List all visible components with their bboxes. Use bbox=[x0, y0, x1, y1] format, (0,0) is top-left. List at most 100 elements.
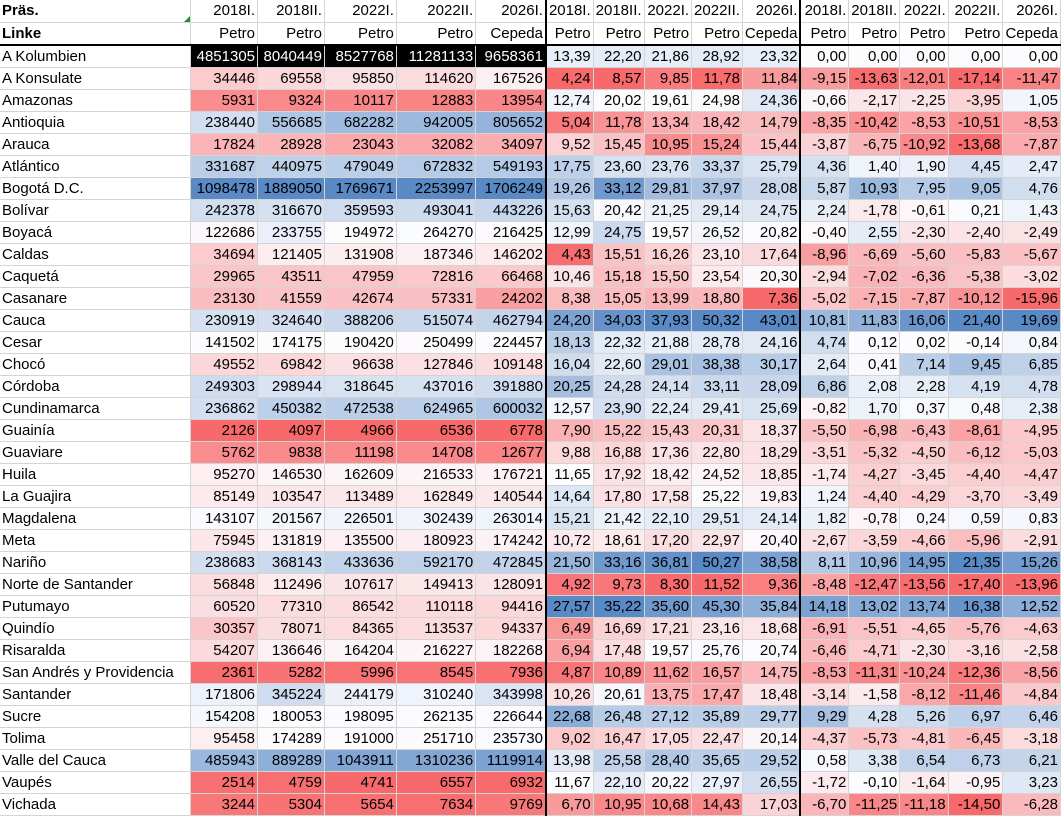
cell-abs[interactable]: 122686 bbox=[190, 221, 259, 244]
cell-abs[interactable]: 146202 bbox=[475, 243, 547, 266]
cell-pct[interactable]: 19,57 bbox=[644, 221, 693, 244]
cell-diff[interactable]: 0,48 bbox=[948, 397, 1004, 420]
cell-abs[interactable]: 2126 bbox=[190, 419, 259, 442]
cell-diff[interactable]: 2,08 bbox=[848, 375, 901, 398]
cell-pct[interactable]: 35,22 bbox=[593, 595, 645, 618]
cell-diff[interactable]: 14,95 bbox=[899, 551, 949, 574]
cell-abs[interactable]: 146530 bbox=[257, 463, 325, 486]
cell-pct[interactable]: 18,61 bbox=[593, 529, 645, 552]
cell-diff[interactable]: -2,40 bbox=[948, 221, 1004, 244]
cell-abs[interactable]: 176721 bbox=[475, 463, 547, 486]
cell-abs[interactable]: 216533 bbox=[396, 463, 477, 486]
cell-pct[interactable]: 24,36 bbox=[742, 89, 802, 112]
cell-abs[interactable]: 345224 bbox=[257, 683, 325, 706]
cell-diff[interactable]: -11,47 bbox=[1002, 67, 1061, 90]
cell-diff[interactable]: -4,65 bbox=[899, 617, 949, 640]
cell-abs[interactable]: 109148 bbox=[475, 353, 547, 376]
cell-pct[interactable]: 11,78 bbox=[691, 67, 743, 90]
header-candidate-14[interactable]: Cepeda bbox=[1002, 22, 1061, 46]
row-name[interactable]: Casanare bbox=[0, 287, 192, 310]
cell-diff[interactable]: -2,58 bbox=[1002, 639, 1061, 662]
cell-pct[interactable]: 14,79 bbox=[742, 111, 802, 134]
cell-diff[interactable]: -15,96 bbox=[1002, 287, 1061, 310]
cell-abs[interactable]: 230919 bbox=[190, 309, 259, 332]
cell-pct[interactable]: 16,69 bbox=[593, 617, 645, 640]
cell-pct[interactable]: 13,75 bbox=[644, 683, 693, 706]
header-candidate-8[interactable]: Petro bbox=[691, 22, 743, 46]
cell-abs[interactable]: 236862 bbox=[190, 397, 259, 420]
cell-diff[interactable]: 3,23 bbox=[1002, 771, 1061, 794]
cell-abs[interactable]: 182268 bbox=[475, 639, 547, 662]
cell-abs[interactable]: 9769 bbox=[475, 793, 547, 816]
cell-pct[interactable]: 28,40 bbox=[644, 749, 693, 772]
cell-pct[interactable]: 26,48 bbox=[593, 705, 645, 728]
cell-pct[interactable]: 37,93 bbox=[644, 309, 693, 332]
cell-abs[interactable]: 6932 bbox=[475, 771, 547, 794]
cell-pct[interactable]: 33,37 bbox=[691, 155, 743, 178]
header-election-5[interactable]: 2018I. bbox=[545, 0, 594, 23]
cell-abs[interactable]: 12677 bbox=[475, 441, 547, 464]
row-name[interactable]: Cesar bbox=[0, 331, 192, 354]
cell-pct[interactable]: 33,16 bbox=[593, 551, 645, 574]
cell-diff[interactable]: -5,32 bbox=[848, 441, 901, 464]
cell-abs[interactable]: 359593 bbox=[324, 199, 397, 222]
cell-pct[interactable]: 9,88 bbox=[545, 441, 594, 464]
cell-pct[interactable]: 26,55 bbox=[742, 771, 802, 794]
cell-diff[interactable]: 13,74 bbox=[899, 595, 949, 618]
header-election-12[interactable]: 2022I. bbox=[899, 0, 949, 23]
cell-diff[interactable]: -4,71 bbox=[848, 639, 901, 662]
cell-abs[interactable]: 8545 bbox=[396, 661, 477, 684]
cell-abs[interactable]: 24202 bbox=[475, 287, 547, 310]
cell-abs[interactable]: 1310236 bbox=[396, 749, 477, 772]
cell-abs[interactable]: 391880 bbox=[475, 375, 547, 398]
cell-diff[interactable]: -5,96 bbox=[948, 529, 1004, 552]
cell-abs[interactable]: 34097 bbox=[475, 133, 547, 156]
cell-diff[interactable]: -8,12 bbox=[899, 683, 949, 706]
cell-abs[interactable]: 238440 bbox=[190, 111, 259, 134]
cell-abs[interactable]: 201567 bbox=[257, 507, 325, 530]
cell-diff[interactable]: 6,73 bbox=[948, 749, 1004, 772]
header-election-14[interactable]: 2026I. bbox=[1002, 0, 1061, 23]
cell-abs[interactable]: 549193 bbox=[475, 155, 547, 178]
cell-abs[interactable]: 889289 bbox=[257, 749, 325, 772]
row-name[interactable]: San Andrés y Providencia bbox=[0, 661, 192, 684]
header-candidate-11[interactable]: Petro bbox=[848, 22, 901, 46]
cell-diff[interactable]: 1,90 bbox=[899, 155, 949, 178]
cell-pct[interactable]: 6,49 bbox=[545, 617, 594, 640]
cell-abs[interactable]: 216227 bbox=[396, 639, 477, 662]
cell-diff[interactable]: -2,25 bbox=[899, 89, 949, 112]
cell-diff[interactable]: -6,36 bbox=[899, 265, 949, 288]
cell-abs[interactable]: 233755 bbox=[257, 221, 325, 244]
cell-pct[interactable]: 25,22 bbox=[691, 485, 743, 508]
cell-pct[interactable]: 23,54 bbox=[691, 265, 743, 288]
cell-pct[interactable]: 43,01 bbox=[742, 309, 802, 332]
cell-diff[interactable]: -4,40 bbox=[848, 485, 901, 508]
cell-diff[interactable]: -4,40 bbox=[948, 463, 1004, 486]
cell-abs[interactable]: 127846 bbox=[396, 353, 477, 376]
cell-pct[interactable]: 28,08 bbox=[742, 177, 802, 200]
cell-diff[interactable]: -5,83 bbox=[948, 243, 1004, 266]
cell-diff[interactable]: 0,00 bbox=[800, 44, 850, 68]
cell-diff[interactable]: -8,96 bbox=[800, 243, 850, 266]
cell-pct[interactable]: 24,98 bbox=[691, 89, 743, 112]
cell-abs[interactable]: 624965 bbox=[396, 397, 477, 420]
cell-pct[interactable]: 15,63 bbox=[545, 199, 594, 222]
cell-pct[interactable]: 15,44 bbox=[742, 133, 802, 156]
cell-diff[interactable]: -4,29 bbox=[899, 485, 949, 508]
cell-diff[interactable]: 2,28 bbox=[899, 375, 949, 398]
cell-abs[interactable]: 331687 bbox=[190, 155, 259, 178]
row-name[interactable]: Caldas bbox=[0, 243, 192, 266]
cell-pct[interactable]: 16,88 bbox=[593, 441, 645, 464]
cell-diff[interactable]: 14,18 bbox=[800, 595, 850, 618]
cell-diff[interactable]: 21,35 bbox=[948, 551, 1004, 574]
cell-abs[interactable]: 515074 bbox=[396, 309, 477, 332]
cell-diff[interactable]: -4,37 bbox=[800, 727, 850, 750]
cell-pct[interactable]: 22,80 bbox=[691, 441, 743, 464]
cell-pct[interactable]: 10,95 bbox=[593, 793, 645, 816]
cell-pct[interactable]: 50,32 bbox=[691, 309, 743, 332]
header-candidate-5[interactable]: Petro bbox=[545, 22, 594, 46]
cell-diff[interactable]: -0,66 bbox=[800, 89, 850, 112]
cell-abs[interactable]: 113489 bbox=[324, 485, 397, 508]
cell-pct[interactable]: 22,20 bbox=[593, 44, 645, 68]
row-name[interactable]: Bogotá D.C. bbox=[0, 177, 192, 200]
